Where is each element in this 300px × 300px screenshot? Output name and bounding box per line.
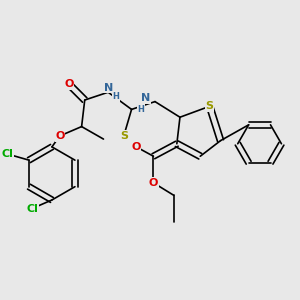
Text: Cl: Cl [26, 203, 38, 214]
Text: N: N [103, 82, 113, 93]
Text: O: O [149, 178, 158, 188]
Text: H: H [137, 105, 144, 114]
Text: O: O [55, 131, 64, 141]
Text: Cl: Cl [1, 149, 13, 159]
Text: N: N [141, 94, 150, 103]
Text: O: O [64, 80, 74, 89]
Text: O: O [132, 142, 141, 152]
Text: S: S [120, 131, 128, 141]
Text: S: S [206, 101, 214, 111]
Text: H: H [112, 92, 119, 101]
